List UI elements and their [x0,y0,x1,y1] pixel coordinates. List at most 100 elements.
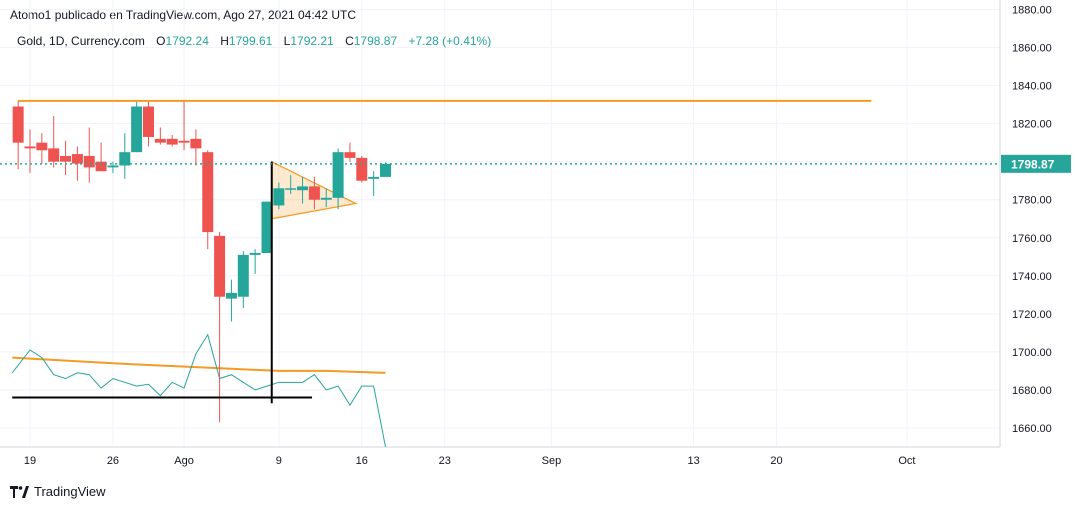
candle [119,133,131,179]
time-tick-label: 9 [276,455,282,467]
time-tick-label: Oct [898,455,915,467]
time-tick-label: 13 [687,455,699,467]
time-tick-label: 23 [439,455,451,467]
low-label: L [283,34,291,48]
price-tick-label: 1700.00 [1012,347,1052,359]
candle-body [356,157,368,181]
high-label: H [220,34,229,48]
candle-body [83,155,95,168]
drawings-foreground [0,99,1000,404]
price-tick-label: 1880.00 [1012,5,1052,17]
candle [154,127,166,145]
candle [48,116,60,168]
candle-body [48,148,60,162]
candle-body [344,152,356,158]
candle-body [178,140,190,143]
candle [380,162,391,177]
candle-body [320,197,332,200]
low-value: 1792.21 [290,34,334,48]
candle-body [225,292,237,299]
candle-body [131,106,143,153]
candle-body [24,146,36,149]
candle-body [107,165,119,168]
price-tick-label: 1680.00 [1012,385,1052,397]
candle [202,150,214,250]
open-value: 1792.24 [165,34,209,48]
brand-footer[interactable]: TradingView [10,484,106,499]
candle-body [214,235,226,297]
candle [368,171,380,196]
current-price-label: 1798.87 [1011,157,1055,171]
candle [95,142,107,172]
change-value: +7.28 (+0.41%) [408,34,492,48]
candle [131,100,143,153]
current-price-bg [1001,154,1071,173]
candle-body [119,152,131,166]
moving-average-line [12,356,386,374]
close-value: 1798.87 [353,34,398,48]
price-tick-label: 1840.00 [1012,81,1052,93]
candle [285,174,297,195]
candle [166,135,178,147]
candle [178,100,190,151]
candle-body [154,138,166,143]
candle [249,249,261,274]
candle-body [308,186,320,200]
price-tick-label: 1740.00 [1012,271,1052,283]
time-axis[interactable]: 19 26 Ago 9 16 23 Sep 13 20 Oct [0,446,1000,467]
price-tick-label: 1660.00 [1012,423,1052,435]
candle [71,146,83,181]
candle [237,251,249,309]
candles [12,100,391,423]
candle [273,182,285,210]
tradingview-logo-icon [10,485,29,498]
price-tick-label: 1860.00 [1012,43,1052,55]
publisher-caption: Atomo1 publicado en TradingView.com, Ago… [10,8,357,22]
candle [190,129,202,166]
candle-body [12,106,24,143]
candle [297,176,309,204]
candle [225,279,237,322]
candle-body [273,188,285,206]
candle-body [190,138,202,149]
candle-body [237,254,249,297]
candle [143,100,154,147]
candle-body [249,252,261,255]
candle [214,232,226,423]
candle [107,161,119,174]
open-label: O [156,34,166,48]
price-tick-label: 1820.00 [1012,119,1052,131]
time-tick-label: 19 [24,455,36,467]
oscillator-line [11,333,386,448]
candle-body [261,201,273,253]
time-tick-label: Sep [542,455,562,467]
price-axis[interactable]: 1880.001860.001840.001820.001800.001780.… [999,0,1052,447]
candle-body [368,176,380,179]
price-tick-label: 1780.00 [1012,195,1052,207]
time-tick-label: Ago [174,455,194,467]
candle-body [332,152,344,198]
price-tick-label: 1760.00 [1012,233,1052,245]
drawings-background [11,160,386,448]
candle [261,201,273,253]
candle-body [71,154,83,164]
close-label: C [345,34,354,48]
candle-body [285,188,297,190]
candle [332,148,344,210]
candle-body [95,161,107,172]
candle [320,188,332,208]
candle [308,176,320,210]
high-value: 1799.61 [228,34,273,48]
candle-body [380,163,391,177]
candle [344,142,356,162]
candle [12,100,24,170]
price-tick-label: 1720.00 [1012,309,1052,321]
candle-body [36,142,48,151]
candle-body [166,138,178,145]
candle-body [143,106,154,137]
symbol-name[interactable]: Gold, 1D, Currency.com [17,34,145,48]
candle [356,155,368,183]
symbol-legend: Gold, 1D, Currency.com O1792.24 H1799.61… [17,34,491,48]
brand-name: TradingView [34,484,106,499]
